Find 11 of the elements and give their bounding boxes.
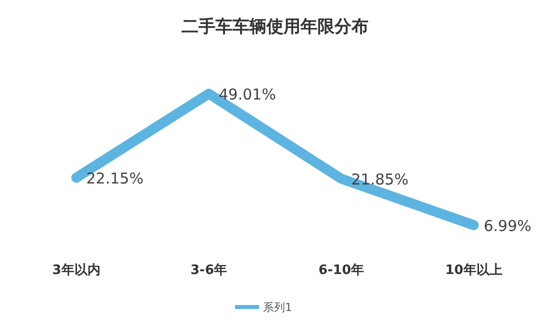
text: 21.85% [351, 170, 408, 189]
x-tick-label: 3年以内 [52, 263, 100, 278]
legend-label: 系列1 [263, 301, 292, 314]
legend: 系列1 [235, 301, 292, 314]
x-tick-label: 10年以上 [445, 263, 502, 278]
x-tick-label: 3-6年 [190, 263, 227, 278]
title: 二手车车辆使用年限分布 [182, 17, 368, 37]
text: 49.01% [218, 86, 276, 104]
text: 6.99% [484, 217, 532, 236]
x-tick-label: 6-10年 [318, 263, 364, 278]
text: 22.15% [86, 170, 144, 188]
